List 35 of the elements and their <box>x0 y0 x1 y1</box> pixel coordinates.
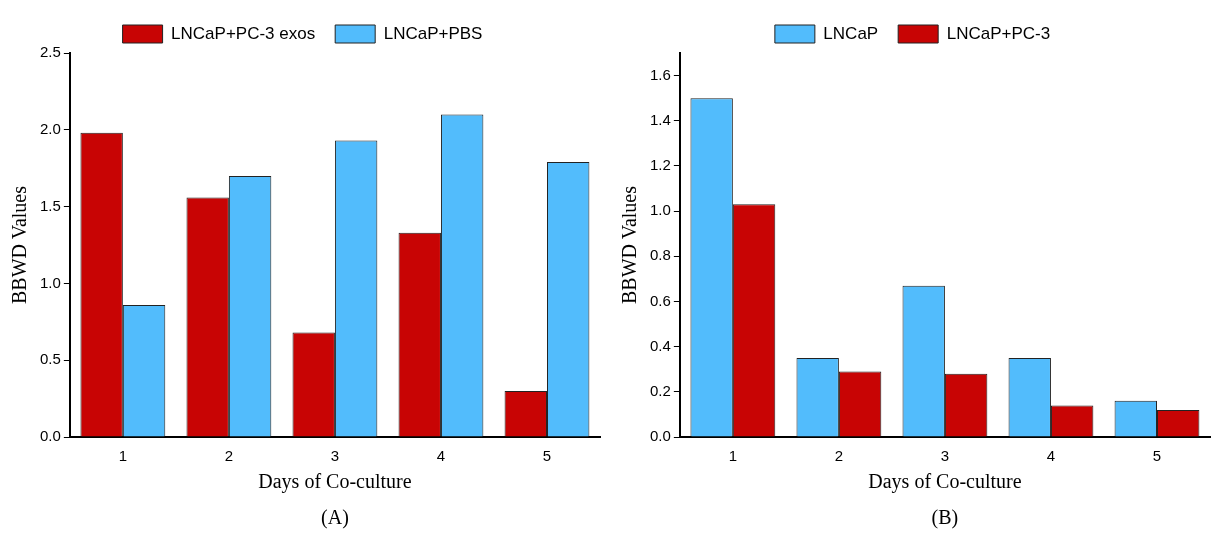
x-tick-label: 3 <box>940 447 950 465</box>
y-tick-label: 0.2 <box>649 381 671 399</box>
y-tick-label: 0.4 <box>649 336 671 354</box>
legend-label: LNCaP+PC-3 exos <box>171 23 316 43</box>
legend-label: LNCaP+PBS <box>383 23 483 43</box>
x-tick-label: 5 <box>1152 447 1162 465</box>
y-tick-label: 0.0 <box>649 427 671 445</box>
y-tick-label: 0.0 <box>39 427 61 445</box>
x-tick-label: 2 <box>834 447 844 465</box>
x-axis-title: Days of Co-culture <box>258 470 412 494</box>
y-axis-title: BBWD Values <box>618 185 641 304</box>
x-tick-label: 1 <box>118 447 128 465</box>
x-tick-label: 1 <box>728 447 738 465</box>
y-tick-label: 0.5 <box>39 350 61 368</box>
x-axis-title: Days of Co-culture <box>868 470 1022 494</box>
x-tick-label: 5 <box>542 447 552 465</box>
legend-label: LNCaP+PC-3 <box>946 23 1051 43</box>
y-tick-label: 1.0 <box>39 273 61 291</box>
x-tick-label: 4 <box>436 447 446 465</box>
text: (A) <box>321 506 349 530</box>
y-tick-label: 0.6 <box>649 291 671 309</box>
y-tick-label: 0.8 <box>649 246 671 264</box>
y-tick-label: 1.2 <box>649 156 671 174</box>
y-tick-label: 2.0 <box>39 119 61 137</box>
y-tick-label: 2.5 <box>39 43 61 61</box>
y-tick-label: 1.4 <box>649 110 671 128</box>
text: (B) <box>931 506 959 530</box>
y-tick-label: 1.5 <box>39 196 61 214</box>
y-tick-label: 1.6 <box>649 65 671 83</box>
x-tick-label: 2 <box>224 447 234 465</box>
y-axis-title: BBWD Values <box>8 185 31 304</box>
legend-label: LNCaP <box>823 23 879 43</box>
x-tick-label: 3 <box>330 447 340 465</box>
x-tick-label: 4 <box>1046 447 1056 465</box>
y-tick-label: 1.0 <box>649 201 671 219</box>
